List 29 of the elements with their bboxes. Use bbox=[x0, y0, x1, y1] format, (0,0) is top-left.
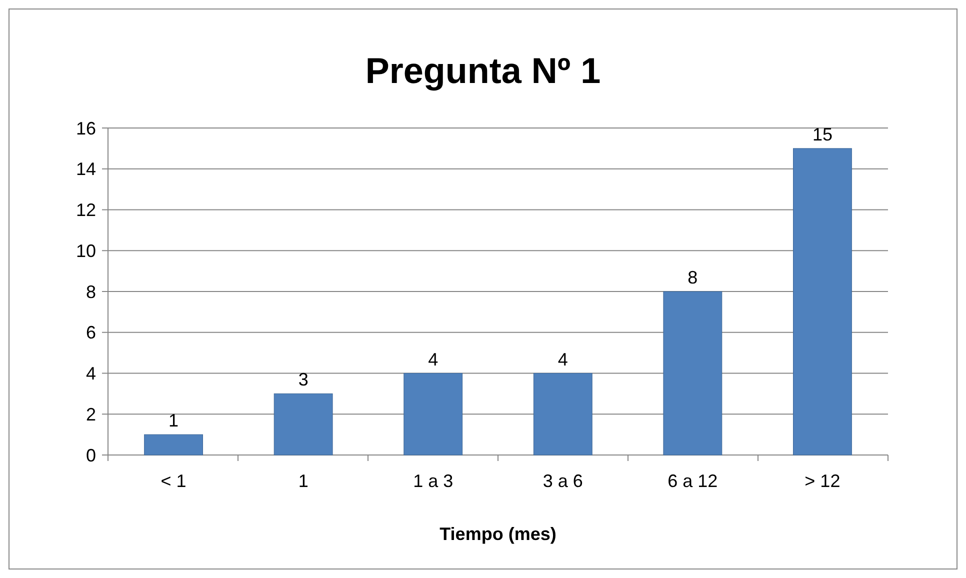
y-tick-label: 10 bbox=[76, 240, 96, 261]
bar bbox=[144, 434, 203, 456]
x-tick-label: < 1 bbox=[160, 471, 186, 491]
y-tick-label: 12 bbox=[76, 200, 96, 220]
bar bbox=[404, 373, 463, 456]
data-label: 15 bbox=[812, 124, 832, 144]
y-tick-label: 2 bbox=[86, 404, 96, 424]
bar bbox=[663, 291, 722, 456]
x-tick-label: 1 bbox=[298, 471, 308, 491]
data-label: 4 bbox=[558, 349, 568, 370]
y-tick-label: 8 bbox=[86, 282, 96, 302]
x-tick-label: 6 a 12 bbox=[668, 471, 718, 491]
bar bbox=[533, 373, 592, 456]
y-tick-label: 4 bbox=[86, 364, 96, 384]
data-label: 3 bbox=[298, 370, 308, 390]
y-tick-label: 0 bbox=[86, 445, 96, 466]
y-tick-label: 16 bbox=[76, 118, 96, 138]
data-label: 4 bbox=[428, 349, 438, 370]
data-label: 1 bbox=[168, 410, 179, 431]
x-tick-label: 3 a 6 bbox=[542, 471, 583, 491]
y-tick-label: 6 bbox=[86, 322, 96, 343]
x-tick-label: > 12 bbox=[804, 471, 840, 491]
x-tick-label: 1 a 3 bbox=[413, 471, 454, 491]
chart-title: Pregunta Nº 1 bbox=[365, 50, 601, 91]
bar bbox=[793, 148, 852, 456]
x-axis-title: Tiempo (mes) bbox=[440, 524, 556, 544]
data-label: 8 bbox=[688, 268, 698, 288]
y-tick-label: 14 bbox=[76, 159, 96, 180]
bar bbox=[274, 393, 333, 456]
